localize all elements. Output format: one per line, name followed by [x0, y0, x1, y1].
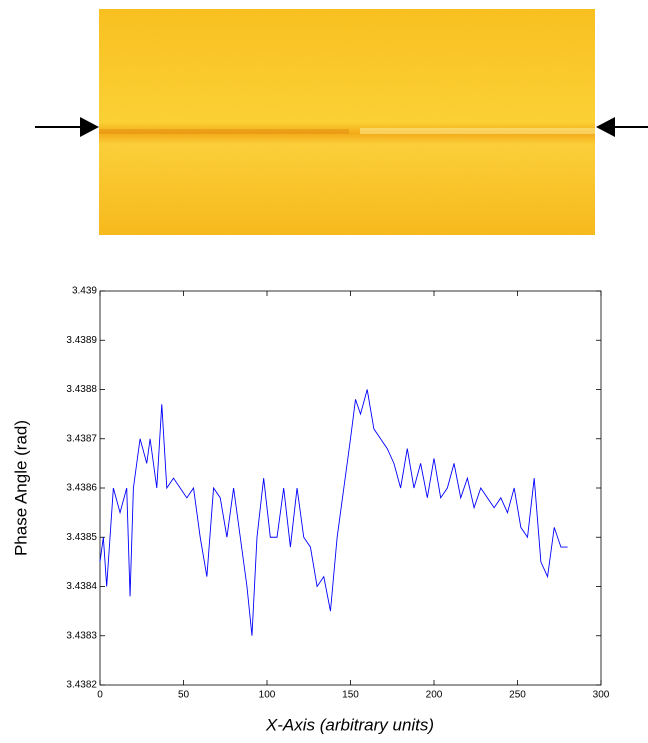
data-line	[99, 389, 568, 636]
plot-frame	[99, 290, 602, 686]
sample-image	[99, 9, 595, 235]
y-tick-label: 3.4384	[66, 581, 97, 592]
x-tick-label: 150	[342, 690, 359, 701]
y-tick-label: 3.4383	[66, 630, 97, 641]
x-tick-label: 200	[426, 690, 443, 701]
arrow-right	[596, 117, 648, 137]
x-tick-label: 250	[509, 690, 526, 701]
x-tick-label: 50	[178, 690, 190, 701]
y-axis-label: Phase Angle (rad)	[11, 420, 30, 556]
y-tick-label: 3.4388	[66, 384, 97, 395]
y-tick-label: 3.4382	[66, 680, 97, 691]
x-tick-label: 0	[97, 690, 103, 701]
x-tick-label: 300	[593, 690, 610, 701]
x-axis-label: X-Axis (arbitrary units)	[265, 715, 434, 734]
arrow-left	[35, 117, 99, 137]
x-tick-label: 100	[259, 690, 276, 701]
y-tick-label: 3.4386	[66, 483, 97, 494]
y-tick-label: 3.4387	[66, 433, 97, 444]
y-tick-label: 3.4385	[66, 532, 97, 543]
y-tick-label: 3.4389	[66, 335, 97, 346]
y-tick-label: 3.439	[72, 286, 97, 297]
